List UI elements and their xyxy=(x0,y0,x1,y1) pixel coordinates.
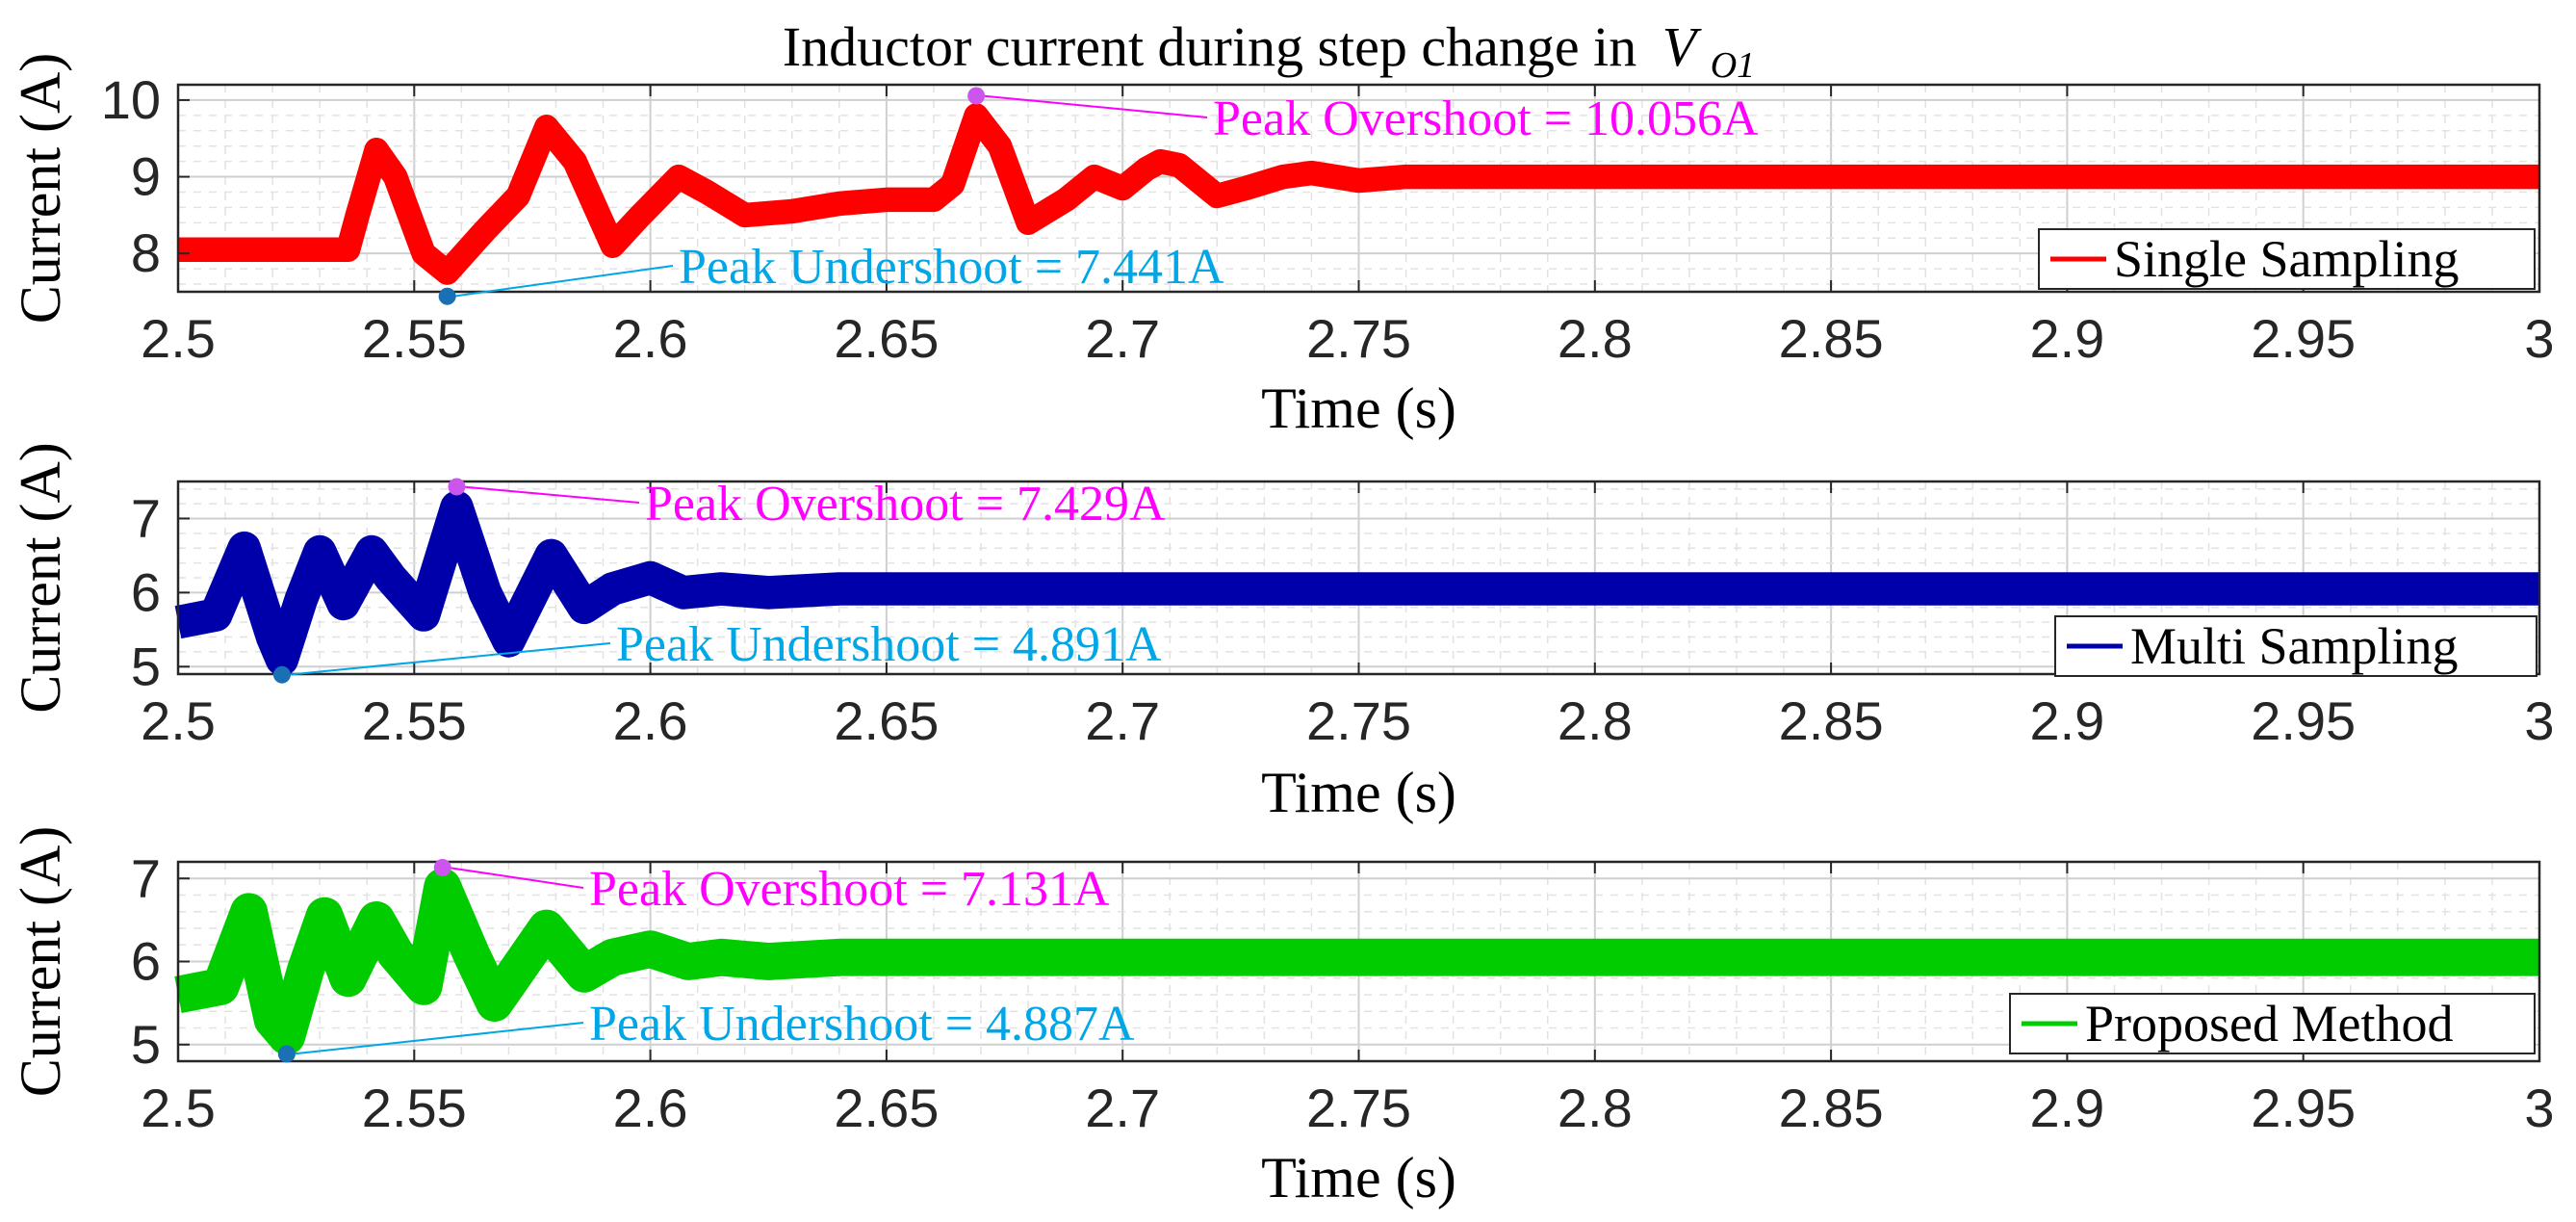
annotation-label: Peak Overshoot = 10.056A xyxy=(1213,91,1759,146)
legend-label: Multi Sampling xyxy=(2130,617,2459,675)
series-line-0 xyxy=(174,868,2539,1055)
annotation-marker xyxy=(438,287,456,305)
x-tick-label: 2.85 xyxy=(1779,690,1884,751)
annotation-label: Peak Undershoot = 7.441A xyxy=(679,240,1224,295)
x-tick-label: 2.65 xyxy=(834,690,939,751)
x-tick-label: 3 xyxy=(2524,308,2554,369)
x-tick-label: 2.7 xyxy=(1085,1078,1160,1138)
series-line-0 xyxy=(178,103,2539,285)
legend: Single Sampling xyxy=(2038,228,2536,290)
x-tick-label: 2.8 xyxy=(1558,1078,1633,1138)
legend-box xyxy=(2038,228,2536,290)
x-tick-label: 2.8 xyxy=(1558,690,1633,751)
y-tick-label: 9 xyxy=(131,146,161,207)
y-tick-label: 6 xyxy=(131,561,161,622)
legend: Proposed Method xyxy=(2009,993,2536,1054)
series-line-0 xyxy=(174,490,2539,676)
x-tick-label: 3 xyxy=(2524,1078,2554,1138)
legend-label: Single Sampling xyxy=(2114,230,2460,288)
x-tick-label: 2.55 xyxy=(362,308,467,369)
subplot-proposed-method: 2.5 2.55 2.6 2.65 2.7 2.75 2.8 2.85 2.9 2.95 3 5 6 7 T… xyxy=(9,826,2555,1209)
x-axis-label: Time (s) xyxy=(1261,1146,1456,1209)
annotation-label: Peak Overshoot = 7.131A xyxy=(589,862,1110,917)
subplot-multi-sampling: 2.5 2.55 2.6 2.65 2.7 2.75 2.8 2.85 2.9 2.95 3 5 6 7 T… xyxy=(9,442,2555,824)
legend: Multi Sampling xyxy=(2054,615,2537,677)
x-tick-label: 2.85 xyxy=(1779,308,1884,369)
annotation-marker xyxy=(277,1045,296,1063)
legend-box xyxy=(2054,615,2537,677)
y-tick-label: 8 xyxy=(131,222,161,283)
x-tick-label: 2.55 xyxy=(362,1078,467,1138)
x-tick-label: 2.7 xyxy=(1085,690,1160,751)
annotation-arrow xyxy=(452,265,674,298)
x-tick-label: 2.95 xyxy=(2251,1078,2356,1138)
annotation-marker xyxy=(433,858,451,876)
x-tick-label: 2.5 xyxy=(141,690,216,751)
x-tick-label: 2.95 xyxy=(2251,308,2356,369)
x-tick-label: 2.9 xyxy=(2029,690,2104,751)
annotation-arrow xyxy=(462,485,640,504)
annotation-label: Peak Undershoot = 4.891A xyxy=(616,617,1162,672)
y-tick-label: 6 xyxy=(131,931,161,992)
figure-title: Inductor current during step change in V… xyxy=(783,15,1755,86)
annotation-label: Peak Overshoot = 7.429A xyxy=(645,477,1166,532)
annotation-marker xyxy=(272,665,291,684)
y-axis-label: Current (A) xyxy=(9,53,72,325)
annotation-arrow xyxy=(287,642,611,676)
x-tick-label: 2.9 xyxy=(2029,308,2104,369)
x-axis-label: Time (s) xyxy=(1261,377,1456,440)
annotation-marker xyxy=(967,87,986,105)
annotation-arrow xyxy=(448,866,584,889)
x-tick-label: 2.9 xyxy=(2029,1078,2104,1138)
x-tick-label: 2.6 xyxy=(613,1078,688,1138)
y-tick-label: 7 xyxy=(131,487,161,548)
x-tick-label: 2.6 xyxy=(613,690,688,751)
x-tick-label: 2.95 xyxy=(2251,690,2356,751)
x-tick-label: 2.65 xyxy=(834,1078,939,1138)
annotation-arrow xyxy=(982,94,1208,118)
x-axis-label: Time (s) xyxy=(1261,761,1456,824)
x-tick-label: 2.5 xyxy=(141,308,216,369)
y-tick-label: 5 xyxy=(131,1014,161,1075)
x-tick-label: 2.7 xyxy=(1085,308,1160,369)
y-axis-label: Current (A) xyxy=(9,442,72,714)
x-tick-label: 3 xyxy=(2524,690,2554,751)
y-axis-label: Current (A) xyxy=(9,826,72,1098)
x-tick-label: 2.8 xyxy=(1558,308,1633,369)
y-tick-label: 5 xyxy=(131,636,161,696)
x-tick-label: 2.75 xyxy=(1306,308,1411,369)
x-tick-label: 2.85 xyxy=(1779,1078,1884,1138)
x-tick-label: 2.75 xyxy=(1306,690,1411,751)
annotation-marker xyxy=(448,478,466,496)
legend-label: Proposed Method xyxy=(2085,995,2453,1053)
y-tick-label: 7 xyxy=(131,847,161,908)
annotation-label: Peak Undershoot = 4.887A xyxy=(589,997,1135,1052)
y-tick-label: 10 xyxy=(101,69,161,130)
x-tick-label: 2.6 xyxy=(613,308,688,369)
annotation-arrow xyxy=(292,1022,584,1055)
x-tick-label: 2.55 xyxy=(362,690,467,751)
x-tick-label: 2.75 xyxy=(1306,1078,1411,1138)
subplot-single-sampling: 2.5 2.55 2.6 2.65 2.7 2.75 2.8 2.85 2.9 2.95 3 8 9 10… xyxy=(9,53,2555,440)
x-tick-label: 2.5 xyxy=(141,1078,216,1138)
legend-box xyxy=(2009,993,2536,1054)
x-tick-label: 2.65 xyxy=(834,308,939,369)
